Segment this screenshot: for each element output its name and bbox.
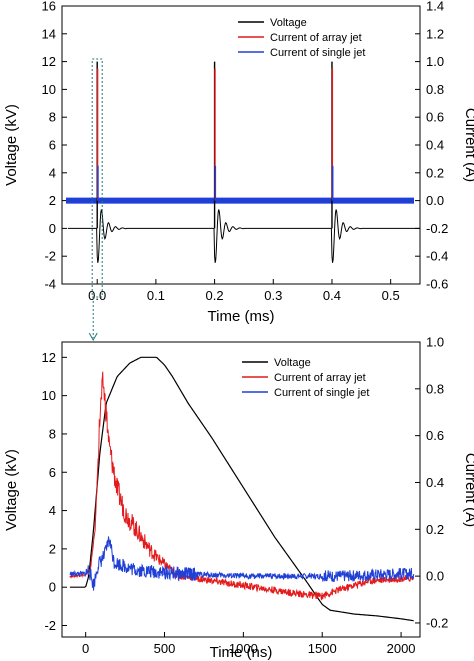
y-tick-label: 0 — [49, 221, 56, 236]
y-tick-label: 4 — [49, 503, 56, 518]
plot-frame-top — [61, 5, 421, 285]
y2-tick-label: -0.6 — [426, 277, 448, 292]
legend-label: Voltage — [270, 17, 307, 29]
tick-layer-bottom: 0 500 1000 1500 2000 -2 0 2 4 6 8 10 12 -0.2 0.0 0.2 0.4… — [42, 335, 449, 657]
y-tick-label: 6 — [49, 465, 56, 480]
y2-tick-label: 1.0 — [426, 54, 444, 69]
legend-label: Current of single jet — [270, 47, 365, 59]
y-tick-label: -2 — [44, 618, 56, 633]
x-tick-label: 2000 — [387, 641, 416, 656]
x-tick-label: 0.1 — [147, 288, 165, 303]
y-tick-label: 6 — [49, 138, 56, 153]
y-tick-label: 8 — [49, 426, 56, 441]
series-line — [69, 536, 415, 591]
y-tick-label: 10 — [42, 388, 56, 403]
y2-tick-label: 1.0 — [426, 335, 444, 350]
y2-tick-label: 0.6 — [426, 428, 444, 443]
x-tick-label: 0.3 — [264, 288, 282, 303]
legend-label: Voltage — [274, 357, 311, 369]
y-tick-label: 2 — [49, 541, 56, 556]
y2-tick-label: 1.4 — [426, 0, 444, 14]
legend-label: Current of single jet — [274, 387, 369, 399]
y2-tick-label: 0.2 — [426, 165, 444, 180]
y-tick-label: 4 — [49, 165, 56, 180]
x-tick-label: 0.2 — [206, 288, 224, 303]
x-tick-label: 0.0 — [88, 288, 106, 303]
ylabel-top: Voltage (kV) — [3, 104, 20, 186]
y2-tick-label: 0.4 — [426, 138, 444, 153]
y2-tick-label: 0.8 — [426, 82, 444, 97]
y-tick-label: 10 — [42, 82, 56, 97]
y-tick-label: 14 — [42, 26, 56, 41]
y2label-bottom: Current (A) — [462, 453, 474, 527]
zoom-region-box — [91, 58, 103, 298]
x-tick-label: 0 — [82, 641, 89, 656]
series-line — [69, 371, 415, 601]
x-tick-label: 0.4 — [323, 288, 341, 303]
series-layer-top — [66, 61, 420, 263]
y2label-top: Current (A) — [462, 108, 474, 182]
y2-tick-label: 0.8 — [426, 381, 444, 396]
chart-bottom: Voltage (kV) Current (A) Time (ns) 0 500 1… — [3, 335, 474, 661]
zoom-callout — [88, 58, 103, 342]
legend-bottom: Voltage Current of array jet Current of si… — [242, 357, 369, 399]
y-tick-label: -4 — [44, 277, 56, 292]
series-line — [69, 356, 414, 622]
y-tick-label: 12 — [42, 350, 56, 365]
legend-top: Voltage Current of array jet Current of si… — [238, 17, 365, 59]
y2-tick-label: 1.2 — [426, 26, 444, 41]
y2-tick-label: -0.4 — [426, 249, 448, 264]
y2-tick-label: 0.0 — [426, 569, 444, 584]
ylabel-bottom: Voltage (kV) — [3, 449, 20, 531]
y2-tick-label: -0.2 — [426, 615, 448, 630]
y-tick-label: 12 — [42, 54, 56, 69]
y2-tick-label: 0.2 — [426, 522, 444, 537]
series-voltage-line — [67, 209, 420, 263]
xlabel-bottom: Time (ns) — [210, 644, 273, 661]
legend-label: Current of array jet — [270, 32, 362, 44]
y-tick-label: 8 — [49, 110, 56, 125]
y-tick-label: 0 — [49, 580, 56, 595]
x-tick-label: 1500 — [308, 641, 337, 656]
tick-layer-top: 0.0 0.1 0.2 0.3 0.4 0.5 -4 -2 0 2 4 6 8 10 12 14 16 -0.6 -… — [42, 0, 449, 303]
x-tick-label: 0.5 — [382, 288, 400, 303]
y2-tick-label: 0.0 — [426, 193, 444, 208]
y-tick-label: 16 — [42, 0, 56, 14]
y-tick-label: -2 — [44, 249, 56, 264]
plot-frame-bottom — [61, 341, 421, 638]
xlabel-top: Time (ms) — [208, 308, 275, 325]
y-tick-label: 2 — [49, 193, 56, 208]
y2-tick-label: -0.2 — [426, 221, 448, 236]
series-layer-bottom — [69, 356, 415, 622]
y2-tick-label: 0.4 — [426, 475, 444, 490]
chart-top: Voltage (kV) Current (A) Time (ms) 0.0 0.… — [3, 0, 474, 325]
zoom-arrowhead — [88, 332, 98, 342]
legend-label: Current of array jet — [274, 372, 366, 384]
y2-tick-label: 0.6 — [426, 110, 444, 125]
x-tick-label: 500 — [154, 641, 176, 656]
x-tick-label: 1000 — [229, 641, 258, 656]
